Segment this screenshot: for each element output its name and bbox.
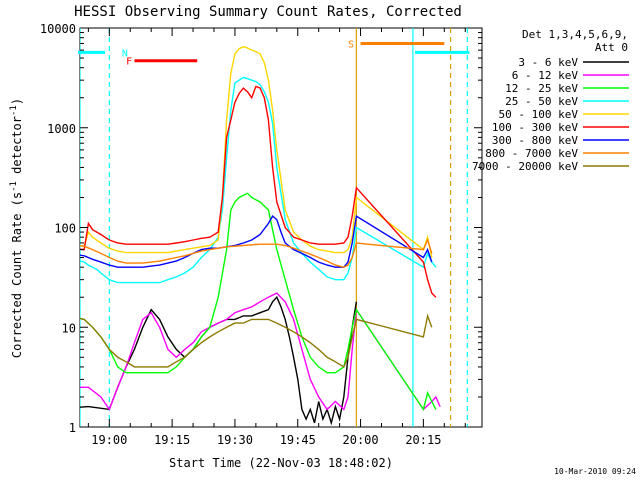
legend-label-4: 50 - 100 keV: [499, 108, 579, 121]
y-tick-label: 1: [69, 421, 76, 435]
legend-label-2: 12 - 25 keV: [505, 82, 578, 95]
legend-label-5: 100 - 300 keV: [492, 121, 578, 134]
y-axis-label: Corrected Count Rate (s-1 detector-1): [9, 98, 24, 358]
series-line-2: [80, 192, 437, 412]
timestamp: 10-Mar-2010 09:24: [554, 467, 636, 476]
state-bar-label-3: S: [348, 39, 354, 50]
y-axis-label-sup2: -1: [9, 105, 19, 116]
state-bar-label-2: F: [126, 57, 132, 68]
series-line-7: [80, 238, 433, 268]
y-axis-label-sup1: -1: [9, 181, 19, 192]
x-axis: 19:00 19:15 19:30 19:45 20:00 20:15: [87, 28, 466, 447]
series-line-6: [80, 214, 433, 268]
x-tick-label: 20:00: [343, 433, 379, 447]
series-lines: [80, 45, 441, 426]
x-tick-label: 19:45: [280, 433, 316, 447]
legend-title: Det 1,3,4,5,6,9,: [522, 28, 628, 41]
y-axis-label-main: Corrected Count Rate (s: [10, 192, 24, 358]
series-line-5: [80, 85, 437, 298]
series-line-3: [80, 76, 437, 284]
plot-frame: [79, 27, 483, 428]
y-tick-label: 10: [62, 321, 76, 335]
x-tick-label: 19:15: [154, 433, 190, 447]
y-axis-label-mid: detector: [10, 116, 24, 181]
x-tick-label: 20:15: [405, 433, 441, 447]
series-line-8: [80, 313, 433, 368]
y-axis: 1 10 100 1000 10000: [40, 22, 482, 435]
series-line-1: [80, 292, 441, 411]
chart-title: HESSI Observing Summary Count Rates, Cor…: [74, 4, 462, 20]
state-bars: NF S: [78, 39, 470, 68]
y-tick-label: 100: [54, 222, 76, 236]
y-axis-label-end: ): [10, 98, 24, 105]
legend-label-1: 6 - 12 keV: [512, 69, 579, 82]
legend-label-7: 800 - 7000 keV: [485, 147, 578, 160]
legend-label-6: 300 - 800 keV: [492, 134, 578, 147]
y-tick-label: 1000: [47, 122, 76, 136]
x-axis-label: Start Time (22-Nov-03 18:48:02): [169, 456, 393, 470]
state-bar-label-1: N: [122, 48, 128, 59]
plot-area: [79, 27, 483, 428]
legend-subtitle: Att 0: [595, 41, 628, 54]
y-tick-label: 10000: [40, 22, 76, 36]
x-tick-label: 19:30: [217, 433, 253, 447]
legend-label-3: 25 - 50 keV: [505, 95, 578, 108]
legend-label-8: 7000 - 20000 keV: [472, 160, 578, 173]
legend-label-0: 3 - 6 keV: [518, 56, 578, 69]
series-line-4: [80, 45, 433, 258]
x-tick-label: 19:00: [91, 433, 127, 447]
